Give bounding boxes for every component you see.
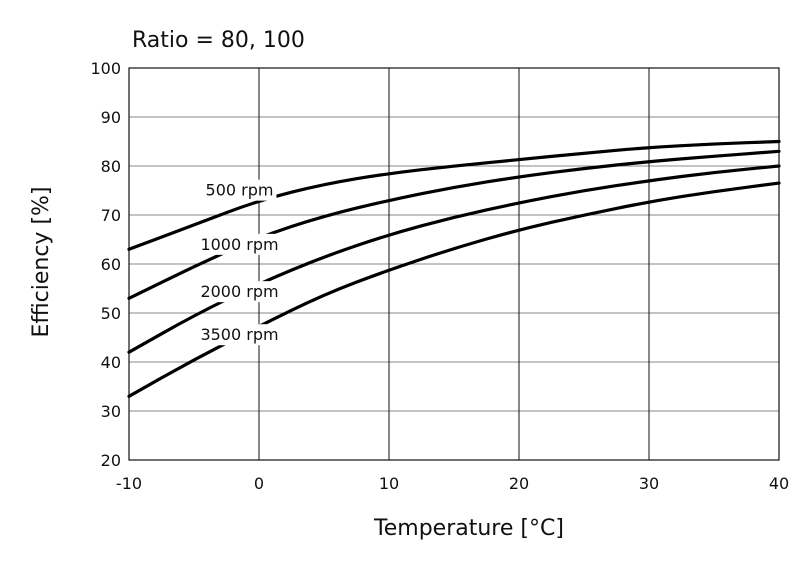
series-label: 3500 rpm bbox=[200, 325, 278, 344]
y-axis-label: Efficiency [%] bbox=[29, 186, 54, 337]
chart-title: Ratio = 80, 100 bbox=[132, 28, 305, 53]
y-tick-label: 50 bbox=[101, 304, 121, 323]
x-tick-label: 30 bbox=[639, 474, 659, 493]
series-label-background bbox=[197, 281, 282, 303]
series-label-background bbox=[197, 324, 282, 346]
series-line-2000-rpm bbox=[127, 164, 781, 354]
y-tick-label: 100 bbox=[90, 59, 121, 78]
series-label: 2000 rpm bbox=[200, 282, 278, 301]
series-line-3500-rpm bbox=[127, 181, 781, 398]
series-label: 1000 rpm bbox=[200, 235, 278, 254]
y-tick-label: 60 bbox=[101, 255, 121, 274]
y-tick-label: 90 bbox=[101, 108, 121, 127]
series-line-500-rpm bbox=[127, 139, 781, 251]
y-tick-label: 20 bbox=[101, 451, 121, 470]
plot-frame bbox=[128, 67, 780, 461]
x-axis-label: Temperature [°C] bbox=[373, 516, 564, 541]
series-label-background bbox=[202, 179, 277, 201]
y-tick-label: 70 bbox=[101, 206, 121, 225]
x-tick-label: -10 bbox=[116, 474, 142, 493]
series-label: 500 rpm bbox=[206, 181, 274, 200]
x-tick-label: 10 bbox=[379, 474, 399, 493]
y-tick-label: 40 bbox=[101, 353, 121, 372]
x-tick-label: 20 bbox=[509, 474, 529, 493]
series-label-background bbox=[197, 233, 282, 255]
x-tick-label: 40 bbox=[769, 474, 789, 493]
series-line-1000-rpm bbox=[127, 149, 781, 300]
x-tick-label: 0 bbox=[254, 474, 264, 493]
y-tick-label: 80 bbox=[101, 157, 121, 176]
y-tick-label: 30 bbox=[101, 402, 121, 421]
